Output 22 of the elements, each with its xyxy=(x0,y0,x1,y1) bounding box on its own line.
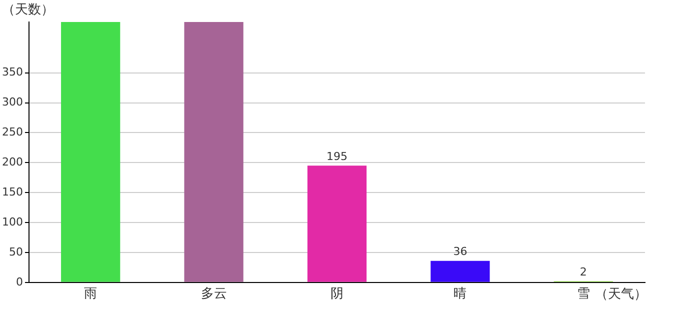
bar xyxy=(307,166,367,282)
y-tick-label: 200 xyxy=(2,156,23,169)
y-tick-label: 350 xyxy=(2,66,23,79)
y-tick-label: 50 xyxy=(8,245,23,258)
y-tick-label: 0 xyxy=(16,275,23,288)
x-tick-label: 晴 xyxy=(454,286,467,302)
x-tick-label: 雨 xyxy=(84,286,98,302)
y-tick-label: 150 xyxy=(2,185,23,198)
data-label: 36 xyxy=(453,245,468,258)
x-tick-label: 多云 xyxy=(200,286,227,302)
y-tick-label: 250 xyxy=(2,126,23,139)
y-axis-title: （天数） xyxy=(2,2,54,18)
x-tick-label: 雪 xyxy=(576,286,590,302)
x-axis-title: （天气） xyxy=(595,286,647,302)
bar xyxy=(430,260,490,282)
y-tick-label: 300 xyxy=(2,96,23,109)
x-tick-label: 阴 xyxy=(330,286,344,302)
data-label: 195 xyxy=(326,150,348,164)
bar xyxy=(61,22,120,282)
bar xyxy=(184,22,244,282)
y-tick-label: 100 xyxy=(2,215,23,228)
data-label: 2 xyxy=(580,266,587,279)
